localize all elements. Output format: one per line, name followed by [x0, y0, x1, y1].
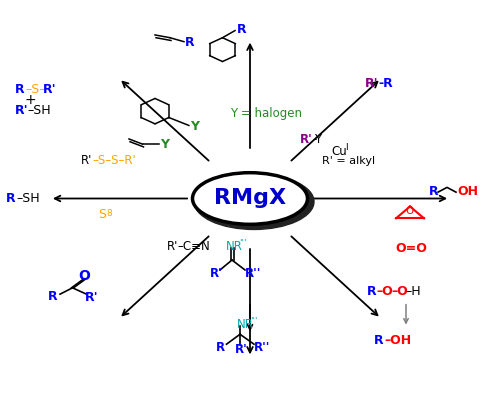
Text: -R: -R: [378, 77, 393, 90]
Text: S: S: [98, 208, 106, 221]
Text: –OH: –OH: [384, 334, 411, 347]
Text: O: O: [406, 206, 414, 216]
Text: R: R: [185, 36, 194, 49]
Text: –O: –O: [376, 285, 393, 298]
Ellipse shape: [194, 174, 314, 229]
Text: -Y: -Y: [312, 133, 322, 146]
Text: 8: 8: [106, 208, 112, 218]
Text: R'': R'': [245, 267, 262, 279]
Text: +: +: [24, 93, 36, 107]
Text: R': R': [15, 104, 28, 117]
Text: R': R': [235, 343, 248, 356]
Text: R': R': [365, 77, 378, 90]
Text: NR: NR: [226, 241, 243, 253]
Text: Y = halogen: Y = halogen: [230, 107, 302, 119]
Text: R: R: [15, 83, 24, 96]
Text: –H: –H: [406, 285, 421, 298]
Text: NR: NR: [237, 318, 254, 331]
Text: R: R: [366, 285, 376, 298]
Text: R: R: [216, 341, 225, 354]
Text: –C≡N: –C≡N: [178, 241, 210, 253]
Text: R': R': [85, 291, 98, 304]
Text: R: R: [6, 192, 16, 205]
Text: R' = alkyl: R' = alkyl: [322, 156, 376, 166]
Text: Cu: Cu: [332, 145, 347, 158]
Text: RMgX: RMgX: [214, 189, 286, 208]
Text: R': R': [166, 241, 178, 253]
Text: R: R: [374, 334, 384, 347]
Text: R': R': [43, 83, 57, 96]
Text: R': R': [81, 154, 92, 167]
Text: R: R: [236, 23, 246, 36]
Text: R'': R'': [254, 341, 270, 354]
Text: –S–S–R': –S–S–R': [92, 154, 136, 167]
Text: ''': ''': [250, 317, 258, 326]
Text: R: R: [48, 290, 58, 303]
Text: –S–: –S–: [25, 83, 46, 96]
Text: R': R': [210, 267, 223, 279]
Text: I: I: [345, 143, 348, 152]
Text: –SH: –SH: [27, 104, 50, 117]
Text: O=O: O=O: [395, 242, 427, 254]
Text: OH: OH: [457, 185, 478, 198]
Text: O: O: [78, 269, 90, 283]
Text: ''': ''': [239, 239, 246, 248]
Ellipse shape: [192, 173, 308, 224]
Text: –O: –O: [391, 285, 408, 298]
Text: –SH: –SH: [16, 192, 40, 205]
Text: Y: Y: [190, 120, 199, 133]
Text: Y: Y: [160, 138, 169, 151]
Text: R: R: [429, 185, 438, 198]
Text: R': R': [300, 133, 313, 146]
